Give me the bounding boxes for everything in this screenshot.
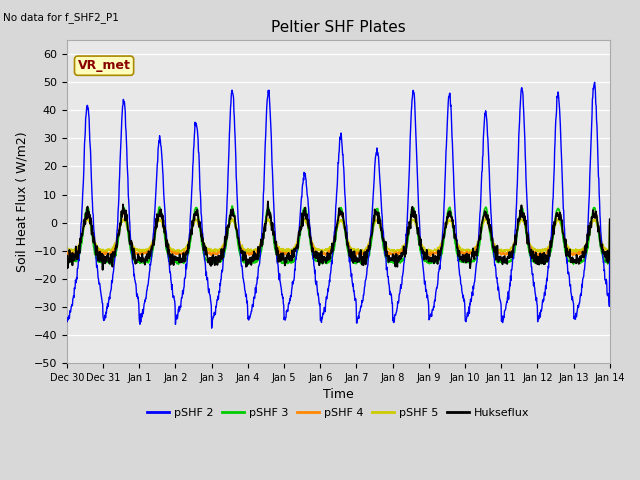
X-axis label: Time: Time <box>323 388 354 401</box>
Y-axis label: Soil Heat Flux ( W/m2): Soil Heat Flux ( W/m2) <box>15 131 28 272</box>
Text: No data for f_SHF2_P1: No data for f_SHF2_P1 <box>3 12 119 23</box>
Legend: pSHF 2, pSHF 3, pSHF 4, pSHF 5, Hukseflux: pSHF 2, pSHF 3, pSHF 4, pSHF 5, Hukseflu… <box>143 403 534 422</box>
Title: Peltier SHF Plates: Peltier SHF Plates <box>271 20 406 35</box>
Text: VR_met: VR_met <box>77 59 131 72</box>
